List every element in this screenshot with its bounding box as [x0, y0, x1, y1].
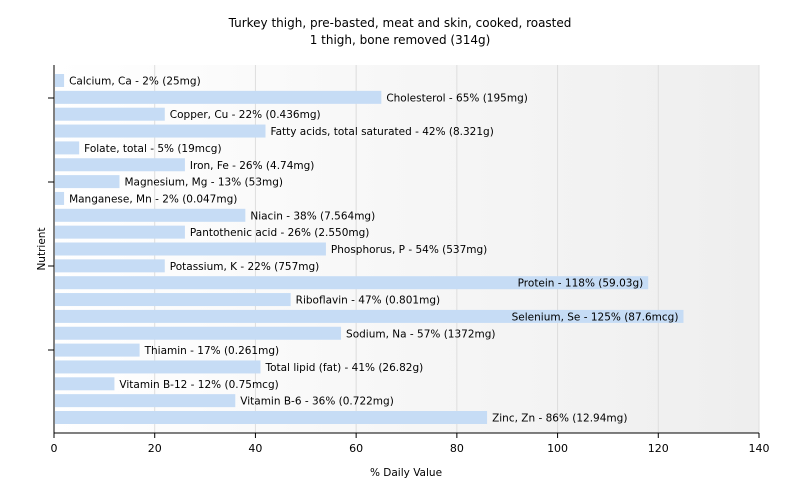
bar-label: Total lipid (fat) - 41% (26.82g): [264, 362, 423, 374]
x-tick-labels: 0 20 40 60 80 100 120 140: [51, 442, 770, 455]
bar-label: Fatty acids, total saturated - 42% (8.32…: [271, 126, 494, 138]
chart-subtitle: 1 thigh, bone removed (314g): [310, 33, 491, 47]
bar: [55, 158, 185, 172]
x-axis-title: % Daily Value: [370, 467, 442, 479]
bar-label: Phosphorus, P - 54% (537mg): [331, 244, 487, 256]
bar: [55, 259, 165, 273]
bar: [55, 242, 326, 256]
bar: [55, 276, 649, 290]
bar: [55, 394, 236, 408]
bar: [55, 343, 140, 357]
bar-label: Pantothenic acid - 26% (2.550mg): [190, 227, 369, 239]
bar: [55, 208, 246, 222]
bar: [55, 124, 266, 138]
bar-label: Sodium, Na - 57% (1372mg): [346, 328, 495, 340]
bar-label: Magnesium, Mg - 13% (53mg): [124, 177, 283, 189]
x-tick-label: 80: [450, 442, 464, 455]
bar-label: Thiamin - 17% (0.261mg): [144, 345, 280, 357]
bar: [55, 107, 165, 121]
bar-label: Potassium, K - 22% (757mg): [170, 261, 320, 273]
bar: [55, 377, 115, 391]
bar-label: Niacin - 38% (7.564mg): [250, 210, 375, 222]
bars: [55, 74, 684, 424]
bar: [55, 90, 382, 104]
bar-label: Selenium, Se - 125% (87.6mcg): [512, 311, 679, 323]
bar: [55, 411, 488, 424]
x-tick-label: 40: [248, 442, 262, 455]
y-axis-title: Nutrient: [36, 227, 48, 270]
bar: [55, 360, 261, 374]
bar: [55, 293, 291, 307]
bar-labels: Calcium, Ca - 2% (25mg) Cholesterol - 65%…: [69, 76, 678, 425]
x-tick-label: 60: [349, 442, 363, 455]
x-tick-label: 120: [648, 442, 669, 455]
bar: [55, 326, 342, 340]
bar-label: Copper, Cu - 22% (0.436mg): [170, 109, 321, 121]
bar-label: Manganese, Mn - 2% (0.047mg): [69, 193, 237, 205]
x-tick-label: 20: [148, 442, 162, 455]
bar-label: Calcium, Ca - 2% (25mg): [69, 76, 201, 88]
bar-label: Riboflavin - 47% (0.801mg): [296, 295, 440, 307]
bar: [55, 191, 65, 205]
bar-label: Iron, Fe - 26% (4.74mg): [190, 160, 314, 172]
bar-label: Cholesterol - 65% (195mg): [386, 92, 528, 104]
bar-label: Zinc, Zn - 86% (12.94mg): [492, 413, 627, 425]
bar: [55, 175, 120, 189]
bar: [55, 309, 684, 323]
x-tick-label: 140: [749, 442, 770, 455]
x-tick-label: 0: [51, 442, 58, 455]
bar: [55, 141, 80, 155]
chart-title: Turkey thigh, pre-basted, meat and skin,…: [228, 16, 572, 30]
bar-label: Folate, total - 5% (19mcg): [84, 143, 221, 155]
bar: [55, 225, 185, 239]
axes: [48, 65, 760, 438]
bar-label: Protein - 118% (59.03g): [518, 278, 644, 290]
x-tick-label: 100: [547, 442, 568, 455]
bar: [55, 74, 65, 87]
bar-label: Vitamin B-6 - 36% (0.722mg): [240, 396, 394, 408]
bar-label: Vitamin B-12 - 12% (0.75mcg): [119, 379, 278, 391]
